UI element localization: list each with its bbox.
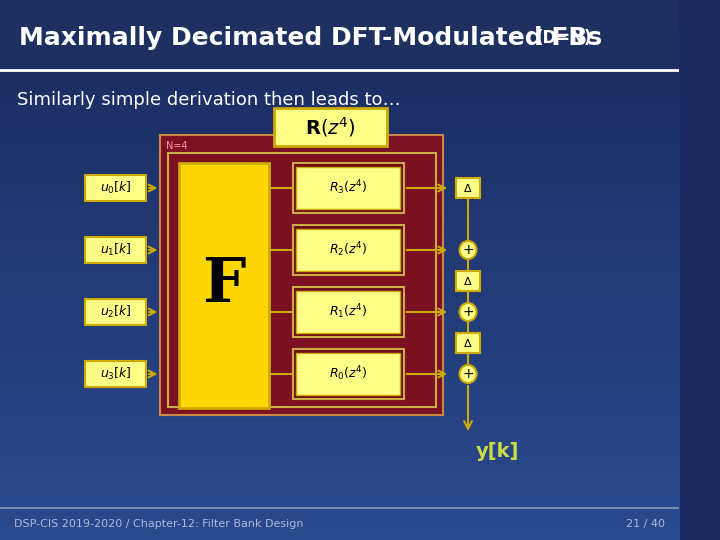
Bar — [161, 135, 444, 415]
Text: +: + — [462, 367, 474, 381]
Bar — [456, 333, 480, 353]
Text: $R_1(z^4)$: $R_1(z^4)$ — [329, 302, 367, 321]
Bar — [292, 163, 404, 213]
Bar — [0, 0, 680, 68]
Bar — [456, 271, 480, 291]
Text: $R_0(z^4)$: $R_0(z^4)$ — [329, 364, 367, 383]
Bar — [85, 299, 146, 325]
Text: $\Delta$: $\Delta$ — [463, 337, 473, 349]
Bar — [179, 163, 269, 408]
Bar — [85, 237, 146, 263]
Text: Maximally Decimated DFT-Modulated FBs: Maximally Decimated DFT-Modulated FBs — [19, 26, 602, 50]
Text: +: + — [462, 305, 474, 319]
Bar — [85, 361, 146, 387]
Text: $u_3[k]$: $u_3[k]$ — [99, 366, 132, 382]
Bar — [168, 153, 436, 407]
Text: $\Delta$: $\Delta$ — [463, 182, 473, 194]
Text: $u_0[k]$: $u_0[k]$ — [99, 180, 132, 196]
Text: $u_1[k]$: $u_1[k]$ — [99, 242, 132, 258]
Bar — [456, 178, 480, 198]
Circle shape — [459, 365, 477, 383]
Text: +: + — [462, 243, 474, 257]
Bar — [297, 291, 400, 333]
Bar — [274, 108, 387, 146]
Text: F: F — [202, 255, 246, 315]
Bar — [297, 167, 400, 209]
Text: $\Delta$: $\Delta$ — [463, 275, 473, 287]
Text: 21 / 40: 21 / 40 — [626, 519, 665, 529]
Text: $R_2(z^4)$: $R_2(z^4)$ — [329, 241, 367, 259]
Text: N=4: N=4 — [166, 141, 188, 151]
Text: (D=N): (D=N) — [536, 29, 593, 47]
Circle shape — [459, 241, 477, 259]
Bar — [292, 287, 404, 337]
Text: Similarly simple derivation then leads to…: Similarly simple derivation then leads t… — [17, 91, 400, 109]
Text: $u_2[k]$: $u_2[k]$ — [99, 304, 132, 320]
Text: $\mathbf{R}(z^4)$: $\mathbf{R}(z^4)$ — [305, 115, 356, 139]
Bar — [292, 349, 404, 399]
Bar — [297, 229, 400, 271]
Bar — [292, 225, 404, 275]
Text: y[k]: y[k] — [476, 442, 519, 461]
Bar — [297, 353, 400, 395]
Text: DSP-CIS 2019-2020 / Chapter-12: Filter Bank Design: DSP-CIS 2019-2020 / Chapter-12: Filter B… — [14, 519, 304, 529]
Bar — [85, 175, 146, 201]
Text: $R_3(z^4)$: $R_3(z^4)$ — [329, 179, 367, 197]
Circle shape — [459, 303, 477, 321]
